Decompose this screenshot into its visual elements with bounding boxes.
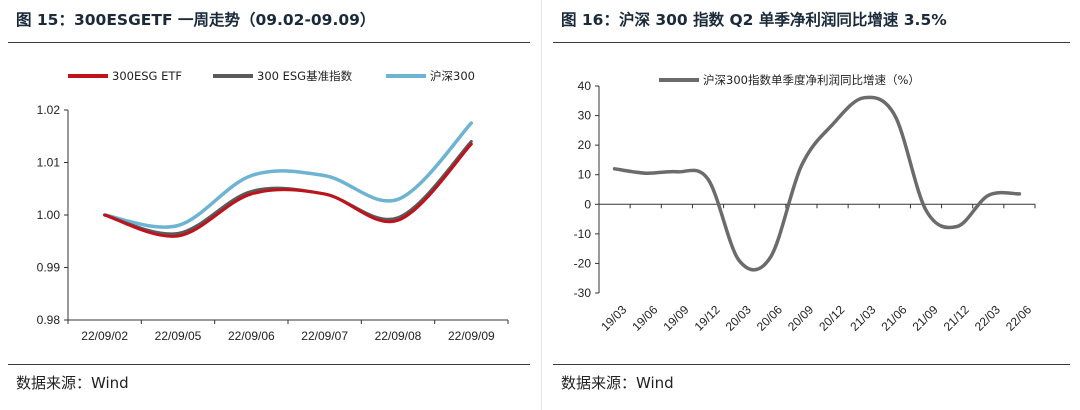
left-chart-svg: 0.98 0.99 1.00 1.01 1.02 22/09/02 22/09/05 22/0… bbox=[37, 69, 509, 343]
x-tick-label: 22/09/06 bbox=[228, 329, 275, 343]
left-source-note: 数据来源：Wind bbox=[16, 374, 129, 392]
left-title-rule bbox=[8, 42, 530, 43]
legend-label: 300ESG ETF bbox=[112, 69, 182, 83]
y-tick-label: 1.01 bbox=[37, 156, 61, 170]
legend-label: 沪深300 bbox=[430, 69, 475, 83]
x-tick-label: 20/06 bbox=[754, 302, 785, 333]
x-tick-label: 22/09/02 bbox=[81, 329, 128, 343]
y-tick-label: -20 bbox=[574, 256, 592, 270]
x-tick-label: 22/09/07 bbox=[301, 329, 348, 343]
right-source-note: 数据来源：Wind bbox=[561, 374, 674, 392]
right-chart-panel: 图 16：沪深 300 指数 Q2 单季净利润同比增速 3.5% 40 30 20 1… bbox=[553, 0, 1070, 410]
x-tick-label: 21/09 bbox=[910, 302, 941, 333]
y-tick-label: -30 bbox=[574, 286, 592, 300]
x-tick-label: 19/06 bbox=[629, 302, 660, 333]
x-tick-label: 20/12 bbox=[816, 302, 847, 333]
left-chart-title: 图 15：300ESGETF 一周走势（09.02-09.09） bbox=[16, 11, 376, 29]
x-tick-label: 21/12 bbox=[941, 302, 972, 333]
legend-label: 沪深300指数单季度净利润同比增速（%） bbox=[703, 73, 920, 87]
series-line-0 bbox=[103, 142, 473, 238]
y-tick-label: 20 bbox=[578, 138, 592, 152]
y-tick-label: -10 bbox=[574, 227, 592, 241]
series-line-0 bbox=[612, 95, 1022, 272]
y-tick-label: 0.99 bbox=[37, 261, 61, 275]
series-line-2 bbox=[102, 121, 474, 229]
panel-separator bbox=[541, 0, 542, 410]
x-tick-label: 19/09 bbox=[660, 302, 691, 333]
y-tick-label: 10 bbox=[578, 168, 592, 182]
legend-label: 300 ESG基准指数 bbox=[257, 69, 353, 83]
y-tick-label: 0.98 bbox=[37, 313, 61, 327]
right-source-rule bbox=[553, 364, 1070, 365]
x-tick-label: 22/06 bbox=[1003, 302, 1034, 333]
y-tick-label: 30 bbox=[578, 109, 592, 123]
y-tick-label: 0 bbox=[584, 197, 591, 211]
x-tick-label: 19/12 bbox=[692, 302, 723, 333]
y-tick-label: 40 bbox=[578, 79, 592, 93]
x-tick-label: 19/03 bbox=[598, 302, 629, 333]
x-tick-label: 20/09 bbox=[785, 302, 816, 333]
x-tick-label: 22/09/09 bbox=[448, 329, 495, 343]
x-tick-label: 22/03 bbox=[972, 302, 1003, 333]
left-chart-panel: 图 15：300ESGETF 一周走势（09.02-09.09） 0.98 0.9… bbox=[8, 0, 530, 410]
x-tick-label: 22/09/05 bbox=[155, 329, 202, 343]
right-title-rule bbox=[553, 42, 1070, 43]
x-tick-label: 22/09/08 bbox=[375, 329, 422, 343]
x-tick-label: 21/06 bbox=[878, 302, 909, 333]
y-tick-label: 1.02 bbox=[37, 103, 61, 117]
left-source-rule bbox=[8, 364, 530, 365]
y-tick-label: 1.00 bbox=[37, 208, 61, 222]
x-tick-label: 21/03 bbox=[847, 302, 878, 333]
right-chart-title: 图 16：沪深 300 指数 Q2 单季净利润同比增速 3.5% bbox=[561, 11, 947, 29]
x-tick-label: 20/03 bbox=[723, 302, 754, 333]
